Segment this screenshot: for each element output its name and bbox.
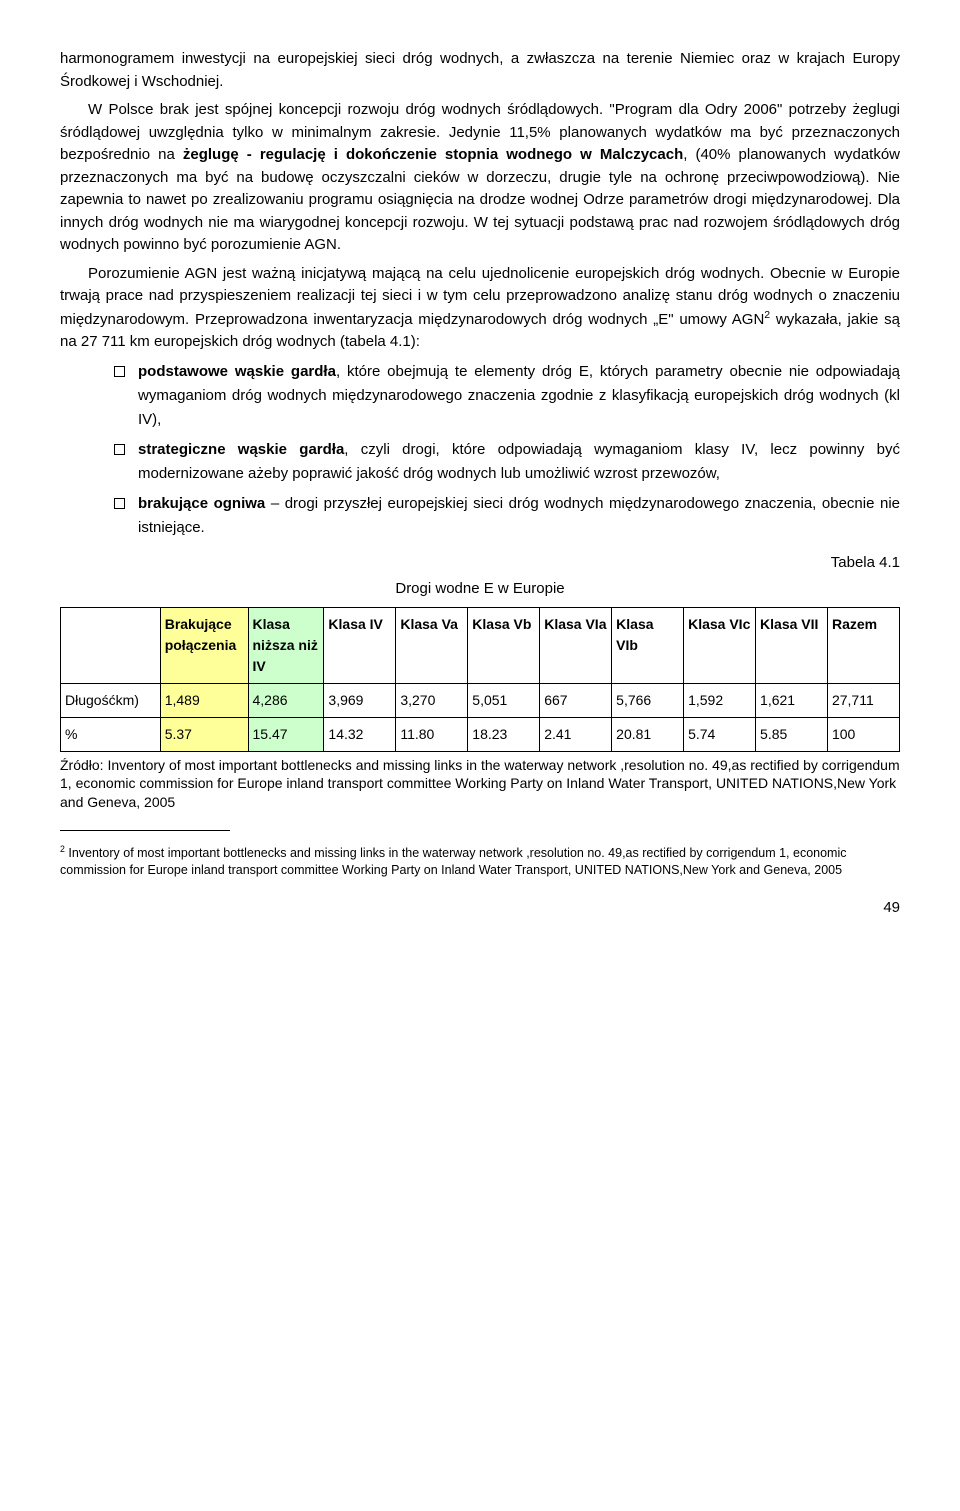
footnote-text: 2 Inventory of most important bottleneck… xyxy=(60,844,900,879)
th-1: Brakujące połączenia xyxy=(160,607,248,683)
table-label: Tabela 4.1 xyxy=(60,552,900,575)
th-0 xyxy=(61,607,161,683)
r1-c4: 3,270 xyxy=(396,683,468,717)
th-2: Klasa niższa niż IV xyxy=(248,607,324,683)
table-header-row: Brakujące połączenia Klasa niższa niż IV… xyxy=(61,607,900,683)
table-source: Źródło: Inventory of most important bott… xyxy=(60,756,900,813)
bullet-item-2: strategiczne wąskie gardła, czyli drogi,… xyxy=(60,438,900,486)
bullet-item-3: brakujące ogniwa – drogi przyszłej europ… xyxy=(60,492,900,540)
footnote-separator xyxy=(60,830,230,831)
paragraph-3: Porozumienie AGN jest ważną inicjatywą m… xyxy=(60,263,900,354)
th-3: Klasa IV xyxy=(324,607,396,683)
r2-c6: 2.41 xyxy=(540,717,612,751)
r2-c3: 14.32 xyxy=(324,717,396,751)
paragraph-1: harmonogramem inwestycji na europejskiej… xyxy=(60,48,900,93)
r1-c10: 27,711 xyxy=(827,683,899,717)
page-number: 49 xyxy=(60,897,900,920)
r2-c7: 20.81 xyxy=(612,717,684,751)
b2-bold: strategiczne wąskie gardła xyxy=(138,441,344,458)
th-6: Klasa VIa xyxy=(540,607,612,683)
r1-c9: 1,621 xyxy=(756,683,828,717)
r1-c3: 3,969 xyxy=(324,683,396,717)
r2-label: % xyxy=(61,717,161,751)
r1-c5: 5,051 xyxy=(468,683,540,717)
table-row: % 5.37 15.47 14.32 11.80 18.23 2.41 20.8… xyxy=(61,717,900,751)
th-4: Klasa Va xyxy=(396,607,468,683)
b1-bold: podstawowe wąskie gardła xyxy=(138,363,336,380)
bullet-list: podstawowe wąskie gardła, które obejmują… xyxy=(60,360,900,540)
r2-c4: 11.80 xyxy=(396,717,468,751)
th-5: Klasa Vb xyxy=(468,607,540,683)
r1-c7: 5,766 xyxy=(612,683,684,717)
bullet-item-1: podstawowe wąskie gardła, które obejmują… xyxy=(60,360,900,432)
th-10: Razem xyxy=(827,607,899,683)
r2-c8: 5.74 xyxy=(684,717,756,751)
r1-c2: 4,286 xyxy=(248,683,324,717)
r1-c1: 1,489 xyxy=(160,683,248,717)
th-7: Klasa VIb xyxy=(612,607,684,683)
r1-c8: 1,592 xyxy=(684,683,756,717)
r2-c2: 15.47 xyxy=(248,717,324,751)
paragraph-2: W Polsce brak jest spójnej koncepcji roz… xyxy=(60,99,900,257)
r1-label: Długośćkm) xyxy=(61,683,161,717)
r2-c5: 18.23 xyxy=(468,717,540,751)
r2-c9: 5.85 xyxy=(756,717,828,751)
table-caption: Drogi wodne E w Europie xyxy=(60,578,900,601)
p2-bold: żeglugę - regulację i dokończenie stopni… xyxy=(183,146,683,163)
r1-c6: 667 xyxy=(540,683,612,717)
table-row: Długośćkm) 1,489 4,286 3,969 3,270 5,051… xyxy=(61,683,900,717)
r2-c10: 100 xyxy=(827,717,899,751)
data-table: Brakujące połączenia Klasa niższa niż IV… xyxy=(60,607,900,752)
th-9: Klasa VII xyxy=(756,607,828,683)
th-8: Klasa VIc xyxy=(684,607,756,683)
b3-bold: brakujące ogniwa xyxy=(138,495,265,512)
r2-c1: 5.37 xyxy=(160,717,248,751)
footnote-body: Inventory of most important bottlenecks … xyxy=(60,846,847,877)
